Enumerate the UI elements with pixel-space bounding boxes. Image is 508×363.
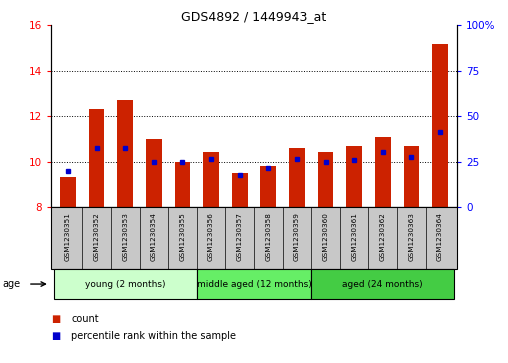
- Text: GSM1230358: GSM1230358: [265, 212, 271, 261]
- Text: GSM1230356: GSM1230356: [208, 212, 214, 261]
- Text: GSM1230353: GSM1230353: [122, 212, 128, 261]
- Bar: [203, 152, 219, 207]
- Bar: [432, 44, 448, 207]
- Text: GSM1230352: GSM1230352: [93, 212, 100, 261]
- Text: GSM1230361: GSM1230361: [351, 212, 357, 261]
- Text: GSM1230359: GSM1230359: [294, 212, 300, 261]
- Bar: [175, 162, 190, 207]
- Text: GSM1230362: GSM1230362: [380, 212, 386, 261]
- FancyBboxPatch shape: [197, 269, 311, 299]
- Text: ■: ■: [51, 331, 60, 341]
- Bar: [346, 146, 362, 207]
- Bar: [146, 139, 162, 207]
- Text: GSM1230363: GSM1230363: [408, 212, 415, 261]
- Text: aged (24 months): aged (24 months): [342, 280, 423, 289]
- Text: GSM1230355: GSM1230355: [179, 212, 185, 261]
- Text: GSM1230364: GSM1230364: [437, 212, 443, 261]
- Bar: [289, 148, 305, 207]
- FancyBboxPatch shape: [51, 207, 457, 269]
- Text: GSM1230354: GSM1230354: [151, 212, 157, 261]
- Bar: [403, 146, 419, 207]
- Text: young (2 months): young (2 months): [85, 280, 166, 289]
- Text: age: age: [3, 279, 21, 289]
- Text: GSM1230360: GSM1230360: [323, 212, 329, 261]
- Title: GDS4892 / 1449943_at: GDS4892 / 1449943_at: [181, 10, 327, 23]
- Bar: [261, 166, 276, 207]
- Bar: [117, 100, 133, 207]
- Bar: [60, 178, 76, 207]
- Text: GSM1230357: GSM1230357: [237, 212, 243, 261]
- Text: GSM1230351: GSM1230351: [65, 212, 71, 261]
- Bar: [232, 173, 247, 207]
- Text: percentile rank within the sample: percentile rank within the sample: [71, 331, 236, 341]
- FancyBboxPatch shape: [54, 269, 197, 299]
- Bar: [318, 152, 333, 207]
- Text: middle aged (12 months): middle aged (12 months): [197, 280, 311, 289]
- Bar: [375, 136, 391, 207]
- Text: ■: ■: [51, 314, 60, 325]
- Bar: [89, 109, 105, 207]
- FancyBboxPatch shape: [311, 269, 454, 299]
- Text: count: count: [71, 314, 99, 325]
